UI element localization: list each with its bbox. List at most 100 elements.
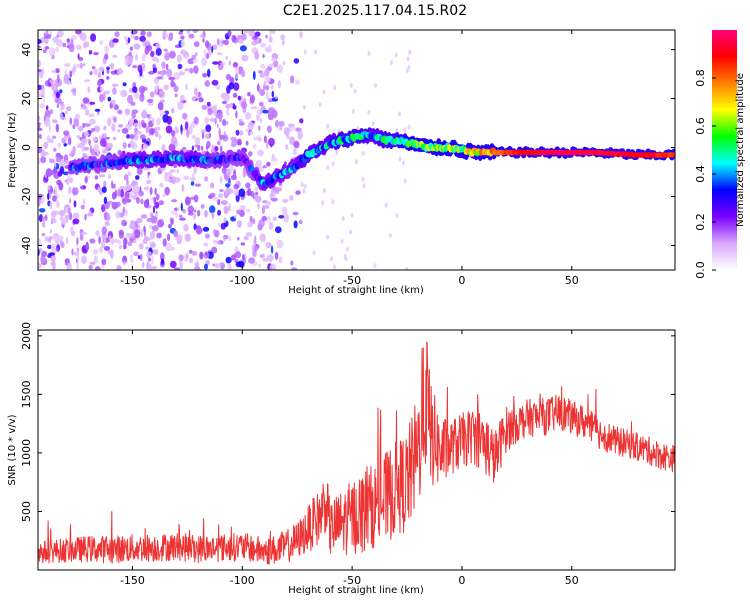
heatmap-cell bbox=[214, 117, 217, 125]
heatmap-cell bbox=[361, 150, 365, 156]
heatmap-cell bbox=[42, 175, 49, 183]
heatmap-cell bbox=[326, 123, 330, 129]
heatmap-cell bbox=[151, 266, 157, 270]
heatmap-cell bbox=[170, 176, 177, 185]
heatmap-cell bbox=[179, 214, 183, 218]
heatmap-cell bbox=[191, 172, 195, 180]
heatmap-cell bbox=[181, 49, 187, 54]
heatmap-cell bbox=[125, 232, 132, 238]
heatmap-cell bbox=[165, 125, 173, 134]
heatmap-cell bbox=[51, 83, 58, 92]
heatmap-cell bbox=[218, 127, 221, 137]
heatmap-cell bbox=[52, 234, 59, 242]
heatmap-cell bbox=[303, 49, 307, 55]
heatmap-cell bbox=[204, 80, 211, 88]
heatmap-cell bbox=[234, 245, 239, 253]
heatmap-cell bbox=[271, 157, 278, 163]
heatmap-cell bbox=[212, 196, 218, 201]
heatmap-cell bbox=[72, 212, 80, 219]
heatmap-cell bbox=[249, 215, 253, 223]
heatmap-cell bbox=[174, 93, 178, 98]
heatmap-cell bbox=[107, 174, 112, 179]
heatmap-cell bbox=[59, 155, 64, 160]
heatmap-cell bbox=[72, 218, 80, 225]
heatmap-cell bbox=[180, 202, 183, 211]
heatmap-cell bbox=[92, 136, 98, 142]
heatmap-cell bbox=[89, 101, 96, 105]
heatmap-cell bbox=[57, 171, 63, 177]
heatmap-cell bbox=[118, 124, 123, 128]
heatmap-cell bbox=[89, 144, 92, 154]
heatmap-cell bbox=[60, 241, 65, 249]
heatmap-cell bbox=[154, 130, 159, 138]
heatmap-cell bbox=[56, 201, 60, 208]
heatmap-cell bbox=[166, 233, 171, 242]
heatmap-cell bbox=[153, 197, 157, 206]
heatmap-cell bbox=[68, 136, 72, 146]
heatmap-cell bbox=[217, 209, 222, 216]
heatmap-cell bbox=[84, 176, 88, 184]
heatmap-cell bbox=[87, 86, 90, 93]
heatmap-cell bbox=[220, 200, 228, 206]
heatmap-cell bbox=[272, 60, 279, 68]
heatmap-cell bbox=[132, 65, 138, 69]
heatmap-cell bbox=[240, 33, 247, 41]
heatmap-cell bbox=[193, 165, 197, 175]
heatmap-cell bbox=[406, 56, 410, 62]
heatmap-cell bbox=[352, 108, 355, 114]
heatmap-cell bbox=[249, 94, 255, 104]
heatmap-cell bbox=[209, 192, 216, 198]
heatmap-cell bbox=[175, 213, 178, 218]
heatmap-cell bbox=[150, 230, 156, 240]
heatmap-cell bbox=[314, 49, 318, 55]
heatmap-cell bbox=[229, 102, 234, 108]
heatmap-cell bbox=[149, 187, 153, 196]
heatmap-cell bbox=[395, 128, 399, 133]
heatmap-cell bbox=[295, 190, 301, 195]
heatmap-cell bbox=[214, 230, 219, 238]
heatmap-cell bbox=[286, 135, 291, 140]
heatmap-cell bbox=[175, 177, 181, 183]
heatmap-cell bbox=[390, 60, 393, 66]
heatmap-cell bbox=[282, 199, 289, 203]
heatmap-cell bbox=[155, 193, 160, 201]
heatmap-cell bbox=[104, 53, 109, 60]
heatmap-cell bbox=[350, 212, 354, 218]
heatmap-cell bbox=[241, 54, 249, 62]
heatmap-cell bbox=[205, 124, 212, 133]
heatmap-cell bbox=[193, 116, 199, 125]
heatmap-cell bbox=[56, 103, 59, 109]
heatmap-cell bbox=[141, 53, 146, 62]
heatmap-cell bbox=[184, 68, 191, 72]
heatmap-cell bbox=[104, 90, 111, 95]
heatmap-cell bbox=[113, 116, 117, 123]
heatmap-cell bbox=[135, 130, 143, 135]
heatmap-cell bbox=[193, 265, 201, 270]
heatmap-cell bbox=[281, 40, 285, 46]
snr-x-tick-label: -50 bbox=[343, 574, 361, 587]
heatmap-cell bbox=[161, 144, 166, 153]
heatmap-cell bbox=[38, 263, 42, 269]
heatmap-cell bbox=[150, 128, 154, 136]
heatmap-cell bbox=[187, 58, 195, 65]
heatmap-cell bbox=[82, 185, 86, 190]
heatmap-cell bbox=[248, 257, 256, 264]
heatmap-cell bbox=[122, 255, 128, 264]
heatmap-cell bbox=[111, 123, 116, 132]
heatmap-cell bbox=[132, 184, 140, 192]
heatmap-cell bbox=[340, 238, 344, 244]
heatmap-cell bbox=[50, 217, 57, 224]
heatmap-cell bbox=[88, 264, 93, 270]
heatmap-cell bbox=[247, 131, 251, 136]
heatmap-cell bbox=[266, 140, 269, 150]
heatmap-cell bbox=[115, 210, 121, 219]
heatmap-cell bbox=[217, 193, 224, 198]
heatmap-cell bbox=[222, 119, 227, 127]
colorbar-tick-label: 0.8 bbox=[694, 69, 707, 87]
snr-x-tick-label: 50 bbox=[565, 574, 579, 587]
heatmap-cell bbox=[260, 42, 267, 48]
heatmap-cell bbox=[258, 101, 264, 107]
snr-frame bbox=[37, 329, 676, 571]
heatmap-cell bbox=[40, 255, 46, 264]
heatmap-cell bbox=[55, 91, 61, 99]
